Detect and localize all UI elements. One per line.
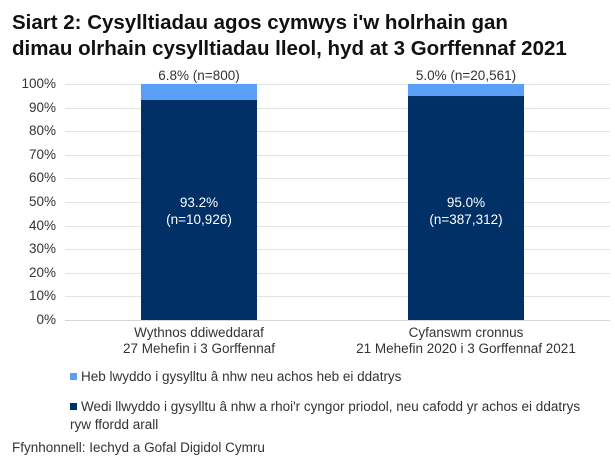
y-tick-10: 10%	[28, 288, 56, 304]
y-tick-70: 70%	[28, 146, 56, 162]
x-category-label: Wythnos ddiweddaraf 27 Mehefin i 3 Gorff…	[122, 325, 276, 356]
gridline	[65, 272, 610, 274]
y-tick-50: 50%	[28, 194, 56, 209]
data-label-not-reached: 6.8% (n=800)	[158, 68, 240, 83]
source-note: Ffynhonnell: Iechyd a Gofal Digidol Cymr…	[12, 440, 265, 455]
y-tick-80: 80%	[28, 123, 56, 139]
data-label-not-reached: 5.0% (n=20,561)	[415, 68, 517, 83]
gridline	[65, 131, 610, 133]
y-tick-90: 90%	[28, 99, 56, 115]
bar-segment-reached: 93.2% (n=10,926)	[141, 100, 257, 320]
x-category-label: Cyfanswm cronnus 21 Mehefin 2020 i 3 Gor…	[356, 325, 576, 356]
bar-segment-not-reached	[141, 84, 257, 100]
gridline	[65, 84, 610, 85]
y-tick-60: 60%	[28, 170, 56, 186]
y-tick-20: 20%	[28, 264, 56, 280]
y-tick-100: 100%	[21, 76, 56, 91]
gridline	[65, 225, 610, 227]
data-label-reached: 93.2% (n=10,926)	[166, 195, 232, 227]
legend-item-not-reached: Heb lwyddo i gysylltu â nhw neu achos he…	[70, 368, 600, 386]
y-tick-40: 40%	[28, 217, 56, 233]
bar-latest-week: 93.2% (n=10,926)	[141, 84, 257, 320]
bar-segment-reached: 95.0% (n=387,312)	[408, 96, 524, 320]
chart-title-line-1: Siart 2: Cysylltiadau agos cymwys i'w ho…	[12, 11, 508, 34]
gridline	[65, 178, 610, 180]
chart-title: Siart 2: Cysylltiadau agos cymwys i'w ho…	[12, 10, 612, 62]
bar-cumulative-total: 95.0% (n=387,312)	[408, 84, 524, 320]
gridline	[65, 154, 610, 156]
legend-swatch-icon	[70, 403, 77, 410]
gridline	[65, 202, 610, 203]
data-label-reached: 95.0% (n=387,312)	[429, 195, 503, 227]
x-axis-line	[65, 320, 610, 321]
y-tick-30: 30%	[28, 241, 56, 257]
bar-segment-not-reached	[408, 84, 524, 96]
gridline	[65, 296, 610, 298]
legend-item-reached: Wedi llwyddo i gysylltu â nhw a rhoi'r c…	[70, 399, 581, 432]
chart-title-line-2: dimau olrhain cysylltiadau lleol, hyd at…	[12, 37, 567, 60]
gridline	[65, 249, 610, 251]
gridline	[65, 107, 610, 109]
plot-area: 93.2% (n=10,926) 6.8% (n=800) 95.0% (n=3…	[65, 68, 610, 321]
legend-swatch-icon	[70, 373, 77, 380]
y-tick-0: 0%	[36, 312, 56, 327]
